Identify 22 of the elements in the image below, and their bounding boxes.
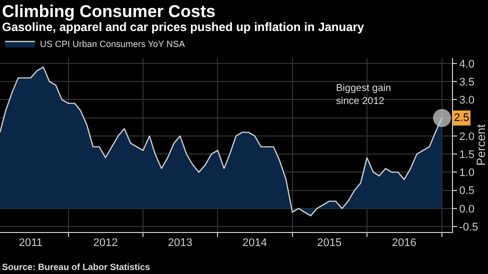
chart-subtitle: Gasoline, apparel and car prices pushed up inflation in January [2, 20, 364, 34]
legend-label: US CPI Urban Consumers YoY NSA [40, 39, 185, 50]
y-tick-label: 0.0 [459, 203, 474, 216]
y-tick-label: 1.5 [459, 148, 474, 161]
chart-title: Climbing Consumer Costs [2, 2, 216, 21]
x-tick-label: 2011 [18, 237, 42, 250]
annotation: Biggest gain since 2012 [336, 83, 392, 107]
x-tick-label: 2013 [168, 237, 192, 250]
data-label: 2.5 [454, 112, 470, 124]
y-tick-label: 0.5 [459, 185, 474, 198]
y-tick-label: 2.0 [459, 130, 474, 143]
y-axis-title: Percent [474, 124, 488, 166]
y-tick-label: 3.5 [459, 76, 474, 88]
y-tick-label: -0.5 [459, 221, 478, 234]
x-tick-label: 2015 [317, 237, 342, 250]
y-tick-label: 1.0 [459, 167, 474, 180]
source-note: Source: Bureau of Labor Statistics [2, 262, 150, 272]
x-tick-label: 2016 [392, 237, 416, 250]
x-tick-label: 2012 [93, 237, 118, 250]
x-tick-label: 2014 [242, 237, 267, 250]
y-tick-label: 4.0 [459, 58, 474, 70]
y-tick-label: 3.0 [459, 94, 474, 107]
